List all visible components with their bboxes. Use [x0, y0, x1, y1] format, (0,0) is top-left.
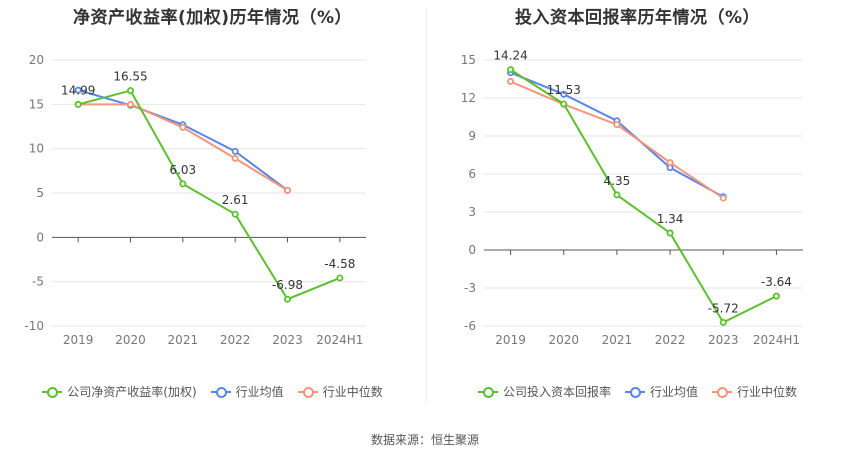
data-label: -4.58 — [324, 257, 355, 271]
data-label: 14.99 — [61, 83, 95, 97]
y-tick-label: 10 — [29, 142, 44, 156]
x-tick-label: 2020 — [115, 333, 146, 347]
y-tick-label: 3 — [468, 205, 476, 219]
y-tick-label: -6 — [464, 319, 476, 333]
data-point — [507, 66, 515, 74]
x-tick-label: 2024H1 — [316, 333, 363, 347]
roic-chart-title: 投入资本回报率历年情况（%） — [514, 8, 761, 28]
data-label: 14.24 — [493, 49, 527, 63]
data-label: 4.35 — [604, 174, 631, 188]
y-tick-label: -5 — [32, 275, 44, 289]
x-tick-label: 2023 — [272, 333, 303, 347]
legend-label-industry-median: 行业中位数 — [322, 385, 383, 399]
x-tick-label: 2024H1 — [753, 333, 800, 347]
data-point — [719, 194, 727, 202]
x-tick-label: 2023 — [708, 333, 739, 347]
roic-chart-panel: 投入资本回报率历年情况（%） -6 -3 0 3 6 9 12 15 2019 2020 2021 2… — [425, 0, 850, 420]
legend-label-company-roe: 公司净资产收益率(加权) — [67, 385, 197, 399]
data-point — [613, 191, 621, 199]
legend-swatch-orange — [712, 386, 732, 398]
x-tick-label: 2021 — [602, 333, 633, 347]
data-point — [560, 90, 568, 98]
data-point — [231, 147, 239, 155]
data-label: 1.34 — [657, 212, 684, 226]
legend-swatch-blue — [624, 386, 645, 398]
legend-label-company-roic: 公司投入资本回报率 — [502, 385, 611, 399]
data-point — [666, 229, 674, 237]
series-line — [77, 89, 341, 301]
data-point — [179, 123, 187, 131]
y-tick-label: -10 — [24, 319, 44, 333]
y-tick-label: 20 — [29, 53, 44, 67]
series-line — [78, 103, 289, 192]
y-tick-label: 15 — [29, 97, 44, 111]
data-source-note: 数据来源：恒生聚源 — [370, 433, 479, 447]
legend-item-company-roe[interactable]: 公司净资产收益率(加权) — [42, 383, 197, 400]
data-point — [127, 87, 135, 95]
data-point — [231, 210, 239, 218]
y-tick-label: 15 — [461, 53, 476, 67]
legend-label-industry-avg: 行业均值 — [235, 385, 284, 399]
data-label: 16.55 — [113, 70, 147, 84]
data-point — [283, 295, 291, 303]
legend-item-industry-median[interactable]: 行业中位数 — [712, 383, 797, 400]
series-line — [510, 68, 777, 324]
legend-item-industry-median[interactable]: 行业中位数 — [297, 383, 383, 400]
legend-swatch-green — [477, 386, 498, 398]
data-point — [560, 100, 568, 108]
legend-swatch-green — [42, 386, 63, 398]
x-tick-label: 2022 — [655, 333, 686, 347]
x-tick-label: 2019 — [495, 333, 526, 347]
legend-item-industry-avg[interactable]: 行业均值 — [210, 383, 284, 400]
legend-label-industry-avg: 行业均值 — [649, 385, 698, 399]
legend-swatch-orange — [297, 386, 318, 398]
y-tick-label: 12 — [461, 91, 476, 105]
roe-chart-legend: 公司净资产收益率(加权) 行业均值 行业中位数 — [0, 383, 425, 400]
y-tick-label: 0 — [468, 243, 476, 257]
data-label: -6.98 — [272, 278, 303, 292]
data-point — [127, 100, 135, 108]
data-label: 6.03 — [169, 163, 196, 177]
data-point — [772, 292, 780, 300]
roe-chart-plot: -10 -5 0 5 10 15 20 2019 2020 2021 2022 2023 2024H1 1… — [24, 53, 366, 347]
x-tick-label: 2021 — [168, 333, 199, 347]
data-label: -3.64 — [761, 275, 792, 289]
y-tick-label: 6 — [468, 167, 476, 181]
y-tick-label: 0 — [36, 230, 44, 244]
data-point — [179, 180, 187, 188]
data-point — [231, 154, 239, 162]
data-point — [613, 121, 621, 129]
data-point — [336, 274, 344, 282]
data-point — [74, 100, 82, 108]
roe-chart-title: 净资产收益率(加权)历年情况（%） — [72, 8, 353, 28]
data-label: 2.61 — [222, 193, 249, 207]
data-point — [74, 86, 82, 94]
legend-item-industry-avg[interactable]: 行业均值 — [624, 383, 698, 400]
x-tick-label: 2020 — [548, 333, 579, 347]
data-point — [283, 186, 291, 194]
x-tick-label: 2019 — [63, 333, 94, 347]
legend-swatch-blue — [210, 386, 231, 398]
roe-chart-panel: 净资产收益率(加权)历年情况（%） -10 -5 0 5 10 15 20 2019 2020 2… — [0, 0, 425, 420]
data-point — [666, 159, 674, 167]
legend-item-company-roic[interactable]: 公司投入资本回报率 — [477, 383, 611, 400]
legend-label-industry-median: 行业中位数 — [737, 385, 798, 399]
x-tick-label: 2022 — [220, 333, 251, 347]
y-tick-label: 9 — [468, 129, 476, 143]
roic-chart-legend: 公司投入资本回报率 行业均值 行业中位数 — [425, 383, 850, 400]
data-point — [507, 78, 515, 86]
y-tick-label: -3 — [464, 281, 476, 295]
y-tick-label: 5 — [36, 186, 44, 200]
data-label: 11.53 — [547, 83, 581, 97]
panel-divider — [426, 8, 427, 403]
data-point — [719, 318, 727, 326]
data-label: -5.72 — [708, 301, 739, 315]
roic-chart-plot: -6 -3 0 3 6 9 12 15 2019 2020 2021 2022 2023 2024H1 14… — [461, 49, 803, 347]
